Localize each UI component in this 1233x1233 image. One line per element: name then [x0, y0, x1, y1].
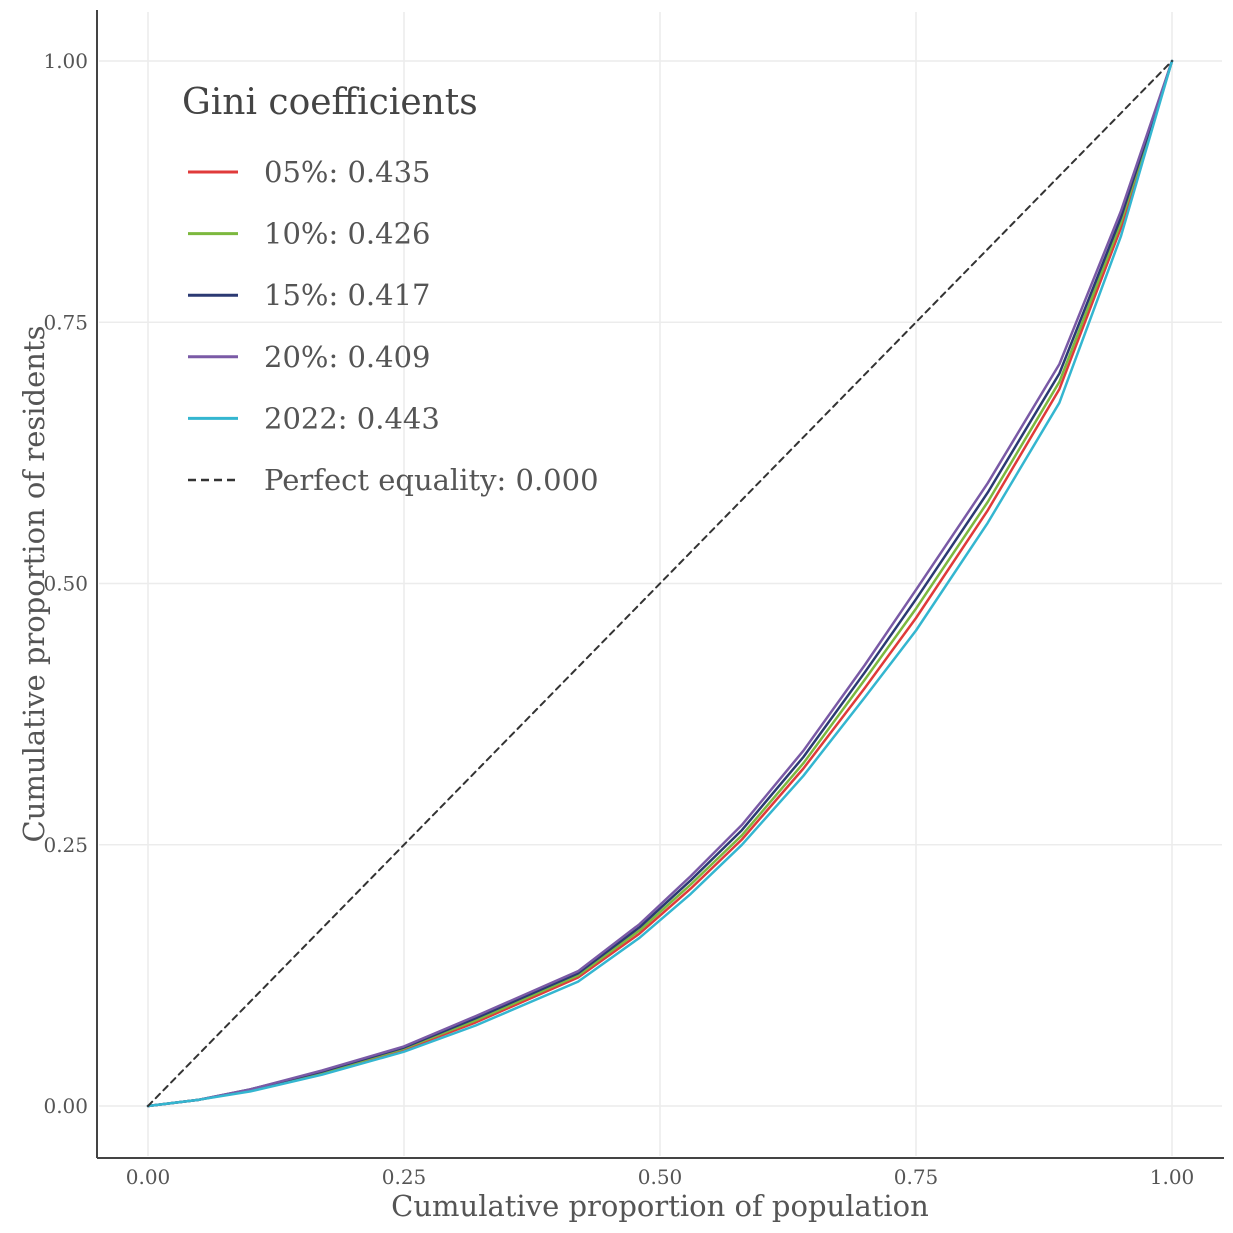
legend-label-4: 20%: 0.409: [264, 340, 430, 374]
legend: Gini coefficients 05%: 0.435 10%: 0.426 15…: [182, 82, 599, 497]
y-tick-label: 1.00: [43, 49, 88, 73]
x-axis-title: Cumulative proportion of population: [391, 1189, 929, 1223]
series-line-6: [147, 60, 1173, 1107]
x-tick-label: 0.00: [126, 1165, 171, 1189]
y-tick-label: 0.50: [43, 572, 88, 596]
legend-title: Gini coefficients: [182, 82, 478, 123]
axes: [96, 10, 1224, 1159]
x-tick-labels: 0.00 0.25 0.50 0.75 1.00: [126, 1165, 1195, 1189]
data-series: [146, 59, 1174, 1108]
legend-label-3: 15%: 0.417: [264, 278, 430, 312]
series-line-5: [146, 59, 1174, 1108]
x-tick-label: 0.25: [382, 1165, 427, 1189]
x-tick-label: 0.75: [894, 1165, 939, 1189]
legend-label-1: 05%: 0.435: [264, 155, 430, 189]
grid-lines: [99, 12, 1222, 1156]
y-tick-label: 0.75: [43, 310, 88, 334]
y-tick-label: 0.00: [43, 1094, 88, 1118]
legend-label-2: 10%: 0.426: [264, 217, 430, 251]
y-axis-title: Cumulative proportion of residents: [17, 326, 51, 843]
y-tick-label: 0.25: [43, 833, 88, 857]
x-tick-label: 1.00: [1150, 1165, 1195, 1189]
y-tick-labels: 0.00 0.25 0.50 0.75 1.00: [43, 49, 88, 1118]
series-line-4: [146, 59, 1174, 1108]
legend-label-6: Perfect equality: 0.000: [264, 463, 599, 497]
x-tick-label: 0.50: [638, 1165, 683, 1189]
legend-label-5: 2022: 0.443: [264, 401, 440, 435]
